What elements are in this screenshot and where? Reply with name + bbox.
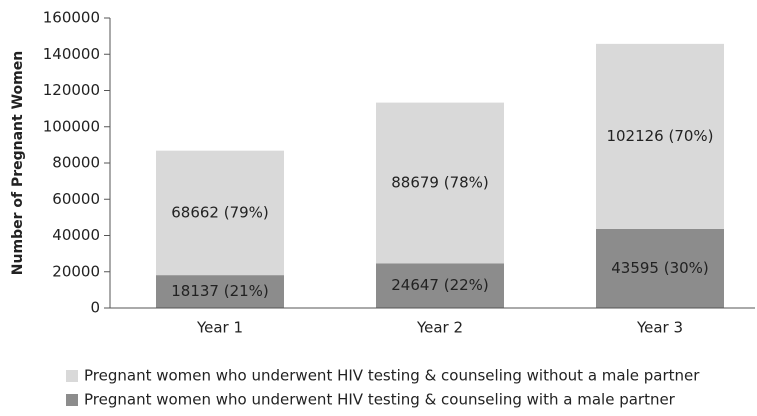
x-tick-label: Year 2	[416, 319, 463, 337]
bar-segment	[156, 150, 284, 276]
y-tick-label: 40000	[52, 226, 100, 244]
y-tick-label: 100000	[43, 117, 100, 135]
data-label: 68662 (79%)	[171, 203, 269, 221]
x-tick-label: Year 3	[636, 319, 683, 337]
legend-label: Pregnant women who underwent HIV testing…	[84, 367, 700, 385]
y-tick-label: 60000	[52, 190, 100, 208]
bar-segment	[596, 43, 724, 229]
y-tick-label: 160000	[43, 9, 100, 27]
bar-segment	[156, 275, 284, 308]
bar-segment	[376, 263, 504, 308]
data-label: 88679 (78%)	[391, 173, 489, 191]
y-tick-label: 20000	[52, 262, 100, 280]
y-tick-label: 120000	[43, 81, 100, 99]
bar-segment	[596, 228, 724, 308]
y-tick-label: 0	[90, 299, 100, 317]
data-label: 102126 (70%)	[606, 127, 713, 145]
data-label: 24647 (22%)	[391, 276, 489, 294]
y-tick-label: 140000	[43, 45, 100, 63]
legend-swatch	[66, 370, 78, 382]
legend-label: Pregnant women who underwent HIV testing…	[84, 391, 676, 409]
y-axis-title: Number of Pregnant Women	[10, 51, 26, 275]
legend-swatch	[66, 394, 78, 406]
bar-segment	[376, 102, 504, 264]
data-label: 43595 (30%)	[611, 259, 709, 277]
y-tick-label: 80000	[52, 154, 100, 172]
x-tick-label: Year 1	[196, 319, 243, 337]
data-label: 18137 (21%)	[171, 282, 269, 300]
